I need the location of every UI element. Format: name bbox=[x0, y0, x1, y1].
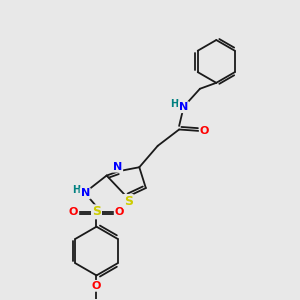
Text: O: O bbox=[200, 126, 209, 136]
Text: N: N bbox=[81, 188, 90, 198]
Text: N: N bbox=[113, 162, 122, 172]
Text: O: O bbox=[92, 281, 101, 291]
Text: N: N bbox=[179, 102, 188, 112]
Text: H: H bbox=[171, 99, 179, 109]
Text: S: S bbox=[124, 195, 133, 208]
Text: S: S bbox=[92, 205, 101, 218]
Text: H: H bbox=[72, 185, 80, 195]
Text: O: O bbox=[69, 207, 78, 217]
Text: O: O bbox=[115, 207, 124, 217]
